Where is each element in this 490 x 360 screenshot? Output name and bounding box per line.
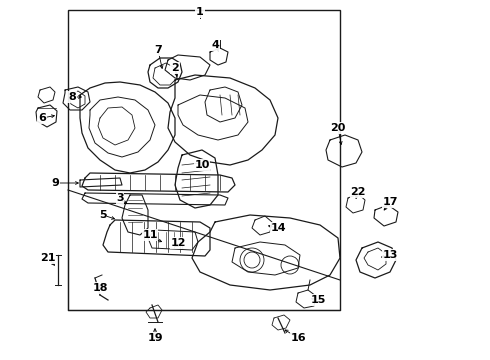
Text: 3: 3: [116, 193, 124, 203]
Text: 22: 22: [350, 187, 366, 197]
Text: 16: 16: [290, 333, 306, 343]
Text: 21: 21: [40, 253, 56, 263]
Text: 13: 13: [382, 250, 398, 260]
Text: 8: 8: [68, 92, 76, 102]
Text: 10: 10: [195, 160, 210, 170]
Text: 5: 5: [99, 210, 107, 220]
Text: 1: 1: [196, 7, 204, 17]
Text: 6: 6: [38, 113, 46, 123]
Text: 15: 15: [310, 295, 326, 305]
Text: 2: 2: [171, 63, 179, 73]
Bar: [68, 10, 340, 310]
Text: 17: 17: [382, 197, 398, 207]
Text: 9: 9: [51, 178, 59, 188]
Text: 19: 19: [147, 333, 163, 343]
Text: 14: 14: [270, 223, 286, 233]
Text: 12: 12: [170, 238, 186, 248]
Text: 11: 11: [142, 230, 158, 240]
Text: 20: 20: [330, 123, 345, 133]
Text: 7: 7: [154, 45, 162, 55]
Text: 4: 4: [211, 40, 219, 50]
Text: 18: 18: [92, 283, 108, 293]
